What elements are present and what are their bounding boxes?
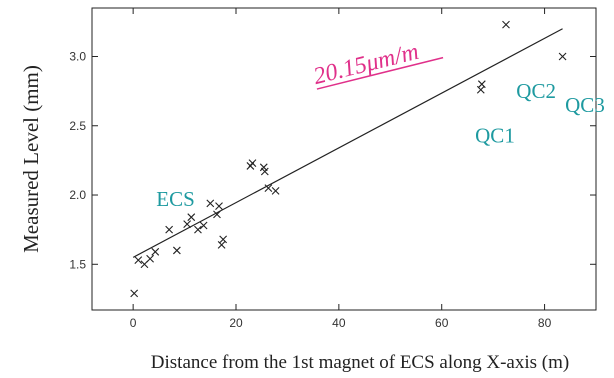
data-point	[151, 247, 160, 256]
y-tick-label: 2.5	[69, 119, 86, 133]
annotation-qc3: QC3	[565, 93, 605, 117]
x-tick-label: 60	[435, 316, 449, 330]
data-point	[146, 254, 155, 263]
slope-underline	[316, 56, 444, 90]
data-point	[172, 246, 181, 255]
data-point	[502, 20, 510, 29]
x-axis-label: Distance from the 1st magnet of ECS alon…	[151, 352, 569, 373]
plot-frame	[91, 7, 597, 311]
y-tick-label: 2.0	[69, 188, 86, 202]
x-tick-label: 40	[332, 316, 346, 330]
data-point	[165, 225, 174, 234]
tick-group: 0 20 40 60 80 1.5 2.0 2.5 3.0	[69, 8, 596, 330]
annotation-qc2: QC2	[516, 79, 556, 103]
y-tick-label: 1.5	[69, 257, 86, 271]
data-point	[217, 241, 226, 249]
data-point	[215, 202, 223, 210]
slope-annotation: 20.15μm/m	[311, 39, 444, 90]
data-point	[271, 186, 280, 195]
slope-label: 20.15μm/m	[311, 39, 421, 90]
data-point	[194, 225, 202, 234]
data-point	[183, 220, 192, 228]
data-point	[187, 213, 196, 222]
data-point	[477, 80, 486, 89]
data-point	[134, 256, 143, 265]
y-axis-label: Measured Level (mm)	[19, 65, 43, 253]
annotation-qc1: QC1	[475, 123, 515, 147]
data-point	[248, 159, 257, 168]
x-tick-label: 20	[229, 316, 243, 330]
data-point	[558, 52, 567, 61]
y-tick-label: 3.0	[69, 49, 86, 63]
data-point	[199, 221, 208, 230]
data-point	[219, 235, 228, 244]
data-point	[130, 289, 139, 298]
annotation-ecs: ECS	[156, 187, 195, 211]
data-point	[206, 199, 215, 208]
data-point	[213, 210, 221, 219]
x-tick-label: 0	[130, 316, 137, 330]
data-point	[264, 184, 273, 192]
data-point	[260, 167, 269, 176]
data-points	[130, 20, 567, 298]
x-tick-label: 80	[538, 316, 552, 330]
fit-line	[132, 28, 563, 258]
